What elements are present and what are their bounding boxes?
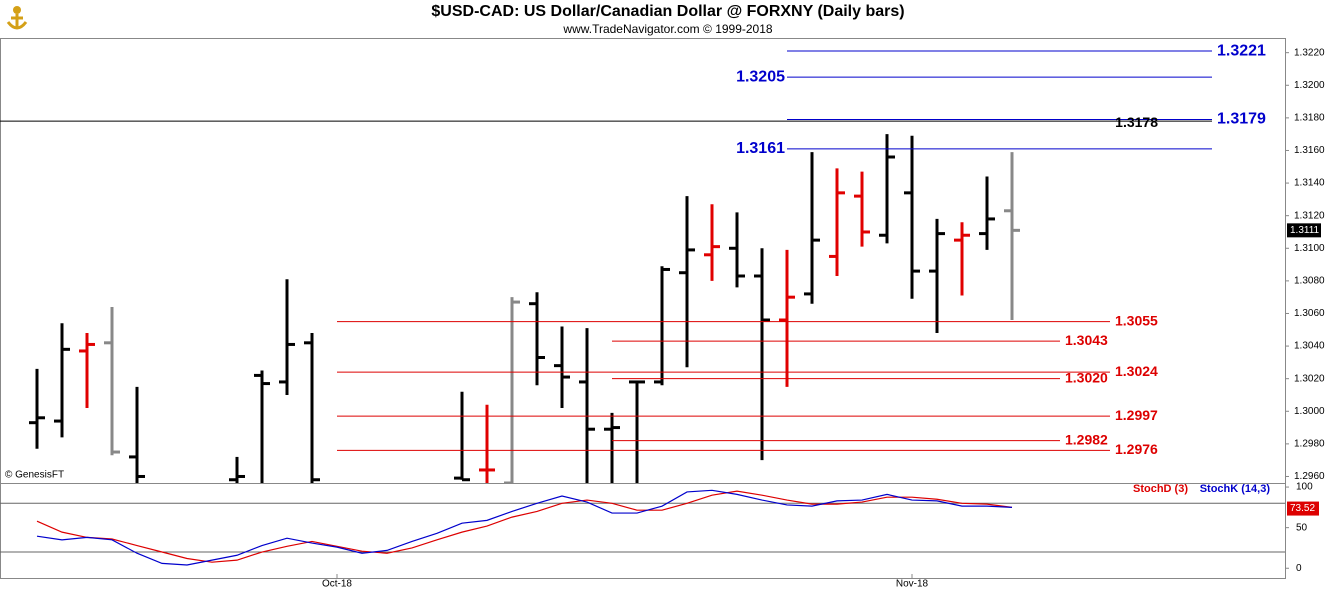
y-tick-label: 1.2960	[1294, 471, 1325, 482]
level-label: 1.2982	[1065, 431, 1108, 447]
y-tick-label: 1.3060	[1294, 308, 1325, 319]
y-tick-label: 1.3080	[1294, 276, 1325, 287]
level-label: 1.3043	[1065, 332, 1108, 348]
y-tick-label: 1.3020	[1294, 373, 1325, 384]
x-tick-label: Nov-18	[896, 579, 929, 590]
legend-entry: StochK (14,3)	[1200, 483, 1271, 495]
level-label: 1.3055	[1115, 312, 1158, 328]
level-label: 1.3024	[1115, 363, 1158, 379]
y-tick-label: 0	[1296, 563, 1302, 574]
y-tick-label: 50	[1296, 522, 1308, 533]
logo	[6, 6, 28, 30]
level-label: 1.2976	[1115, 441, 1158, 457]
last-value-box	[1287, 501, 1319, 516]
stoch-panel-frame	[0, 483, 1286, 579]
stoch-line	[36, 489, 1013, 566]
y-tick-label: 1.3100	[1294, 243, 1325, 254]
y-tick-label: 1.3180	[1294, 113, 1325, 124]
level-label: 1.3205	[736, 68, 785, 85]
chart-title: $USD-CAD: US Dollar/Canadian Dollar @ FO…	[431, 3, 904, 20]
y-tick-label: 1.3200	[1294, 80, 1325, 91]
legend-entry: StochD (3)	[1133, 483, 1188, 495]
y-tick-label: 1.3000	[1294, 406, 1325, 417]
chart-subtitle: www.TradeNavigator.com © 1999-2018	[562, 22, 772, 36]
last-value-label: 73.52	[1290, 503, 1315, 514]
last-price-label: 1.3111	[1290, 225, 1320, 236]
price-bars	[29, 134, 1020, 483]
level-label: 1.2997	[1115, 407, 1158, 423]
level-label: 1.3221	[1217, 42, 1266, 59]
y-tick-label: 1.2980	[1294, 439, 1325, 450]
y-tick-label: 1.3140	[1294, 178, 1325, 189]
last-price-box	[1287, 223, 1321, 238]
y-tick-label: 1.3120	[1294, 210, 1325, 221]
level-label: 1.3161	[736, 140, 785, 157]
y-tick-label: 1.3220	[1294, 47, 1325, 58]
y-tick-label: 1.3040	[1294, 341, 1325, 352]
level-label: 1.3020	[1065, 369, 1108, 385]
stoch-line	[36, 490, 1013, 563]
x-tick-label: Oct-18	[322, 579, 352, 590]
watermark: © GenesisFT	[5, 470, 64, 481]
y-tick-label: 1.3160	[1294, 145, 1325, 156]
level-label: 1.3178	[1115, 114, 1158, 130]
y-tick-label: 100	[1296, 482, 1313, 493]
level-label: 1.3179	[1217, 111, 1266, 128]
